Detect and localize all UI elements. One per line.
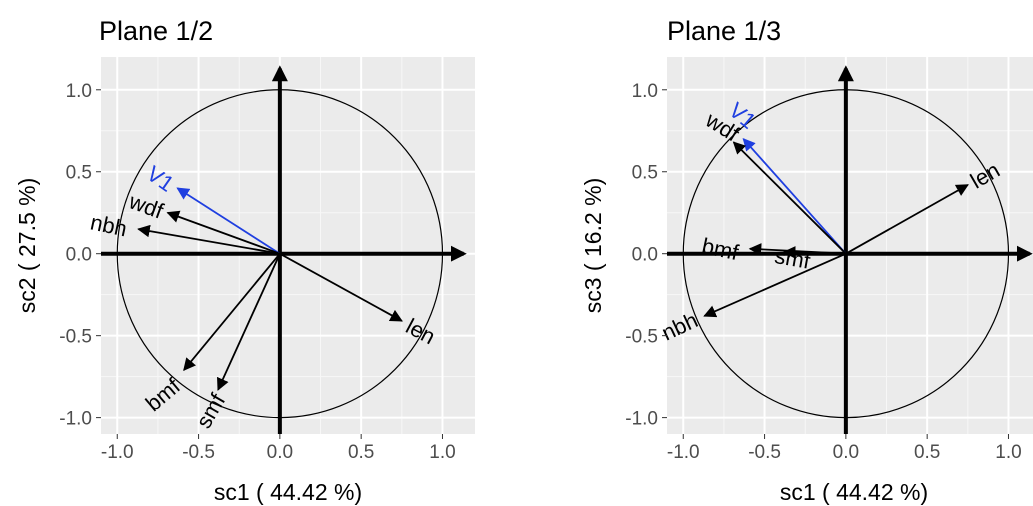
x-tick-label: 0.5 [914, 442, 940, 463]
y-tick-label: 1.0 [632, 81, 658, 102]
x-tick-label: -0.5 [748, 442, 781, 463]
vector-arrow-smf [782, 246, 846, 259]
y-tick-label: -1.0 [625, 409, 658, 430]
y-tick-label: 0.5 [632, 163, 658, 184]
vector-arrow-wdf [732, 141, 847, 255]
y-tick-label: 0.0 [632, 245, 658, 266]
x-tick-label: 0.0 [267, 442, 293, 463]
y-tick-label: 0.0 [66, 245, 92, 266]
y-axis-title: sc2 ( 27.5 %) [14, 178, 40, 314]
vector-label-smf: smf [773, 243, 813, 274]
y-tick-label: 0.5 [66, 163, 92, 184]
y-tick-label: -1.0 [59, 409, 92, 430]
y-axis-title: sc3 ( 16.2 %) [580, 178, 606, 314]
vector-arrow-len [279, 252, 403, 322]
x-tick-label: 0.0 [833, 442, 859, 463]
vector-arrow-wdf [166, 210, 281, 255]
x-axis-title: sc1 ( 44.42 %) [214, 479, 362, 505]
panel-background [667, 57, 1033, 434]
y-tick-label: 1.0 [66, 81, 92, 102]
x-tick-label: 1.0 [995, 442, 1021, 463]
vector-arrow-len [845, 184, 969, 255]
vector-arrow-nbh [703, 252, 847, 318]
vector-arrow-v1 [742, 138, 847, 255]
y-tick-label: -0.5 [625, 327, 658, 348]
vector-arrow-nbh [137, 224, 281, 255]
x-axis-title: sc1 ( 44.42 %) [780, 479, 928, 505]
x-tick-label: 0.5 [348, 442, 374, 463]
vector-arrow-bmf [183, 253, 281, 372]
x-tick-label: -0.5 [182, 442, 215, 463]
chart-title: Plane 1/3 [667, 16, 781, 46]
panel-background [101, 57, 475, 434]
x-tick-label: -1.0 [667, 442, 700, 463]
vector-arrow-smf [217, 253, 281, 391]
chart-title: Plane 1/2 [99, 16, 213, 46]
vector-arrow-v1 [176, 187, 281, 255]
y-tick-label: -0.5 [59, 327, 92, 348]
x-tick-label: 1.0 [429, 442, 455, 463]
x-tick-label: -1.0 [101, 442, 134, 463]
